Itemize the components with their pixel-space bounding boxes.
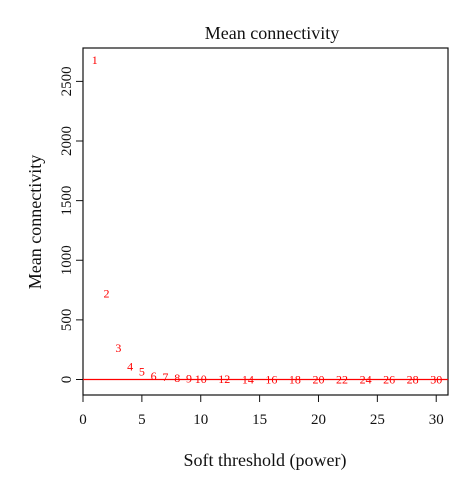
- y-tick-label: 2500: [59, 66, 75, 96]
- data-point-label: 10: [195, 372, 207, 386]
- data-point-label: 3: [115, 341, 121, 355]
- data-point-label: 8: [174, 371, 180, 385]
- data-point-label: 26: [383, 372, 395, 386]
- y-axis-label: Mean connectivity: [25, 155, 45, 289]
- x-tick-label: 15: [252, 412, 267, 428]
- x-tick-label: 20: [311, 412, 326, 428]
- data-point-label: 1: [92, 53, 98, 67]
- data-point-label: 16: [265, 372, 277, 386]
- y-tick-label: 0: [59, 376, 75, 384]
- data-point-label: 22: [336, 372, 348, 386]
- x-axis-label: Soft threshold (power): [184, 450, 347, 471]
- x-tick-label: 10: [193, 412, 208, 428]
- data-point-label: 7: [162, 370, 168, 384]
- y-axis: 0 500 1000 1500 2000 2500: [59, 66, 84, 384]
- data-point-label: 5: [139, 365, 145, 379]
- x-tick-label: 30: [429, 412, 444, 428]
- data-point-label: 24: [360, 372, 372, 386]
- data-point-label: 20: [312, 372, 324, 386]
- data-point-label: 30: [430, 372, 442, 386]
- x-tick-label: 25: [370, 412, 385, 428]
- x-tick-label: 5: [138, 412, 146, 428]
- y-tick-label: 2000: [59, 126, 75, 156]
- data-point-label: 12: [218, 372, 230, 386]
- y-tick-label: 1500: [59, 186, 75, 216]
- x-tick-label: 0: [79, 412, 87, 428]
- data-point-label: 6: [151, 369, 157, 383]
- plot-frame: [82, 47, 449, 396]
- chart-title: Mean connectivity: [205, 23, 339, 43]
- x-axis: 0 5 10 15 20 25 30: [79, 394, 444, 428]
- data-point-label: 14: [242, 372, 254, 386]
- data-point-label: 9: [186, 372, 192, 386]
- y-tick-label: 500: [59, 309, 75, 332]
- data-point-label: 28: [407, 372, 419, 386]
- data-point-label: 4: [127, 359, 133, 373]
- data-point-label: 2: [104, 287, 110, 301]
- y-tick-label: 1000: [59, 245, 75, 275]
- data-point-label: 18: [289, 372, 301, 386]
